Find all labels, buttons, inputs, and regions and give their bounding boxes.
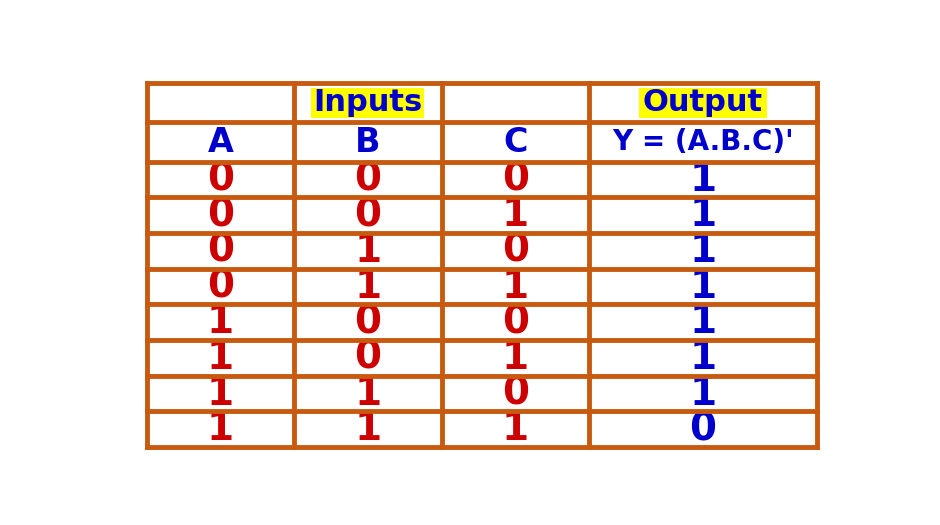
Text: 1: 1 xyxy=(502,268,529,306)
Text: Y = (A.B.C)': Y = (A.B.C)' xyxy=(612,128,793,156)
Text: 1: 1 xyxy=(354,410,382,448)
Text: 0: 0 xyxy=(354,161,382,198)
Bar xyxy=(589,83,817,122)
Text: 1: 1 xyxy=(689,232,716,270)
Bar xyxy=(294,376,442,412)
Bar xyxy=(442,304,589,340)
Text: 0: 0 xyxy=(502,232,529,270)
Text: 0: 0 xyxy=(207,268,234,306)
Text: 1: 1 xyxy=(354,232,382,270)
Bar xyxy=(442,83,589,122)
Bar xyxy=(147,376,294,412)
Text: 1: 1 xyxy=(207,374,234,413)
Text: 0: 0 xyxy=(502,303,529,341)
Bar xyxy=(294,233,442,269)
Text: 1: 1 xyxy=(689,374,716,413)
Bar xyxy=(147,162,294,197)
Bar xyxy=(311,88,424,118)
Bar xyxy=(147,122,294,162)
Bar xyxy=(147,340,294,376)
Text: 1: 1 xyxy=(207,410,234,448)
Text: 0: 0 xyxy=(502,374,529,413)
Bar xyxy=(147,304,294,340)
Bar xyxy=(589,122,817,162)
Bar xyxy=(589,197,817,233)
Text: 0: 0 xyxy=(354,339,382,377)
Text: 1: 1 xyxy=(689,339,716,377)
Bar xyxy=(442,269,589,304)
Bar xyxy=(589,376,817,412)
Bar xyxy=(147,233,294,269)
Bar xyxy=(442,412,589,447)
Bar xyxy=(442,233,589,269)
Text: Output: Output xyxy=(643,88,763,117)
Bar xyxy=(589,340,817,376)
Bar xyxy=(442,340,589,376)
Text: C: C xyxy=(503,125,527,159)
Text: 0: 0 xyxy=(354,196,382,234)
Text: 0: 0 xyxy=(207,161,234,198)
Text: 1: 1 xyxy=(207,339,234,377)
Bar xyxy=(589,162,817,197)
Text: Inputs: Inputs xyxy=(313,88,422,117)
Text: A: A xyxy=(208,125,233,159)
Bar xyxy=(294,122,442,162)
Text: 1: 1 xyxy=(689,196,716,234)
Bar xyxy=(294,304,442,340)
Text: 1: 1 xyxy=(689,268,716,306)
Bar xyxy=(589,412,817,447)
Bar xyxy=(294,340,442,376)
Text: 1: 1 xyxy=(502,339,529,377)
Text: 0: 0 xyxy=(502,161,529,198)
Text: 1: 1 xyxy=(689,303,716,341)
Bar xyxy=(294,269,442,304)
Text: 0: 0 xyxy=(207,232,234,270)
Text: 0: 0 xyxy=(689,410,716,448)
Bar xyxy=(589,269,817,304)
Bar xyxy=(442,376,589,412)
Bar xyxy=(147,197,294,233)
Text: 0: 0 xyxy=(207,196,234,234)
Text: 1: 1 xyxy=(502,196,529,234)
Bar xyxy=(442,197,589,233)
Bar xyxy=(589,304,817,340)
Text: B: B xyxy=(355,125,381,159)
Bar xyxy=(147,83,294,122)
Bar xyxy=(442,122,589,162)
Text: 1: 1 xyxy=(354,374,382,413)
Bar xyxy=(442,162,589,197)
Bar xyxy=(294,83,442,122)
Text: 0: 0 xyxy=(354,303,382,341)
Text: 1: 1 xyxy=(502,410,529,448)
Bar xyxy=(294,162,442,197)
Bar xyxy=(147,269,294,304)
Bar xyxy=(639,88,767,118)
Text: 1: 1 xyxy=(354,268,382,306)
Bar xyxy=(589,233,817,269)
Bar xyxy=(147,412,294,447)
Bar xyxy=(294,412,442,447)
Text: 1: 1 xyxy=(207,303,234,341)
Bar xyxy=(294,197,442,233)
Text: 1: 1 xyxy=(689,161,716,198)
